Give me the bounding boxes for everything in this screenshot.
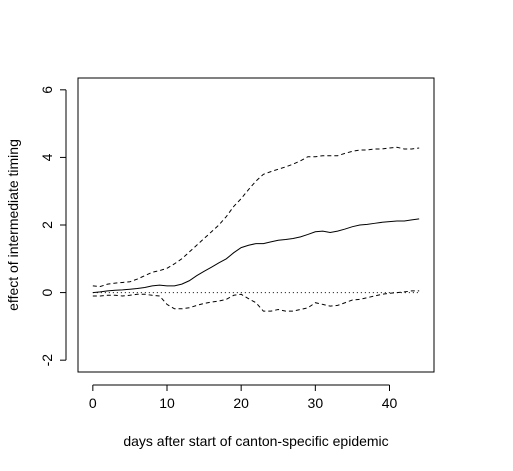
- y-tick-label: 2: [39, 221, 55, 229]
- x-tick-label: 30: [308, 395, 324, 411]
- series-line-1: [92, 218, 420, 294]
- x-axis: 0 10 20 30 40: [89, 384, 398, 411]
- y-tick-label: -2: [39, 354, 55, 367]
- series-line-2: [92, 146, 420, 288]
- x-tick-label: 40: [382, 395, 398, 411]
- y-axis: -2 0 2 4 6: [39, 86, 67, 367]
- x-tick-label: 0: [89, 395, 97, 411]
- x-tick-label: 20: [233, 395, 249, 411]
- y-tick-label: 6: [39, 86, 55, 94]
- y-axis-label: effect of intermediate timing: [5, 139, 21, 311]
- plot-border: [77, 77, 435, 373]
- series-line-3: [92, 290, 420, 312]
- series-layer: [92, 146, 420, 312]
- y-tick-label: 4: [39, 153, 55, 161]
- x-tick-label: 10: [159, 395, 175, 411]
- x-axis-label: days after start of canton-specific epid…: [123, 433, 388, 449]
- y-tick-label: 0: [39, 288, 55, 296]
